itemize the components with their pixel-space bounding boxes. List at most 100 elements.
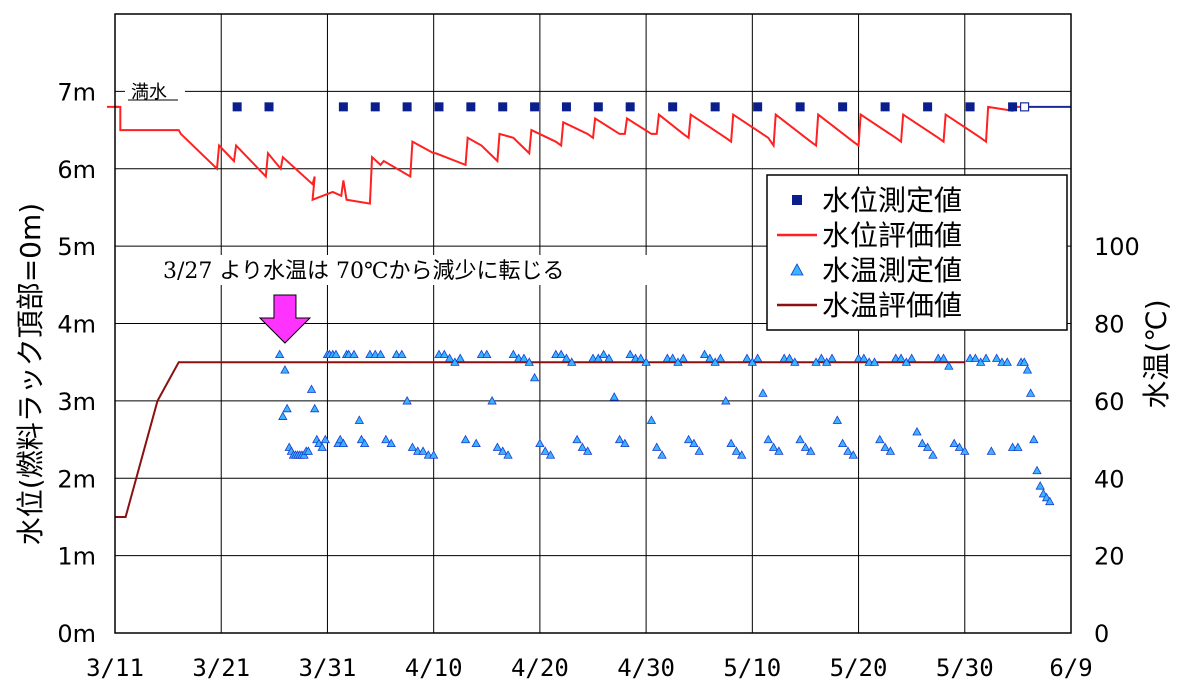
temp-measured-point — [1019, 357, 1029, 366]
temp-measured-point — [354, 415, 364, 424]
level-measured-point — [880, 102, 890, 112]
temp-measured-point — [545, 450, 556, 459]
temp-measured-point — [359, 438, 370, 448]
legend-label: 水位評価値 — [822, 219, 962, 252]
temp-eval-line — [115, 361, 965, 518]
temp-measured-point — [524, 357, 534, 366]
level-measured-point — [710, 102, 720, 112]
x-tick-label: 3/31 — [299, 654, 357, 682]
temp-measured-point — [274, 349, 285, 359]
temp-measured-point — [768, 442, 779, 451]
legend-label: 水温測定値 — [822, 254, 962, 287]
temp-measured-point — [774, 446, 784, 455]
temp-measured-point — [758, 388, 768, 397]
temp-measured-point — [827, 353, 837, 362]
temp-measured-point — [1025, 388, 1036, 397]
temp-measured-point — [752, 353, 763, 362]
temp-measured-point — [726, 438, 736, 448]
level-measured-point — [753, 102, 763, 112]
temp-measured-point — [397, 349, 407, 359]
temp-measured-point — [418, 446, 428, 455]
x-tick-label: 5/10 — [723, 654, 781, 682]
temp-measured-point — [875, 434, 885, 444]
temp-measured-point — [604, 353, 614, 362]
level-measured-point — [498, 102, 508, 112]
temp-measured-point — [657, 450, 667, 459]
temp-measured-point — [954, 442, 965, 451]
temp-measured-point — [492, 442, 503, 451]
level-measured-point — [561, 102, 571, 112]
x-tick-label: 3/21 — [192, 654, 250, 682]
temp-measured-point — [837, 438, 848, 448]
temp-measured-point — [885, 446, 896, 455]
temp-measured-point — [991, 353, 1002, 362]
temp-measured-point — [1013, 442, 1023, 451]
temp-measured-point — [981, 353, 991, 362]
temp-measured-point — [620, 438, 630, 448]
down-arrow-icon — [258, 294, 312, 344]
temp-measured-point — [800, 442, 811, 451]
temp-measured-point — [694, 446, 704, 455]
temp-measured-point — [737, 450, 747, 459]
temp-measured-point — [970, 353, 981, 362]
temp-measured-point — [795, 434, 805, 444]
temperature-note: 3/27 より水温は 70℃から減少に転じる — [150, 255, 660, 285]
y-right-tick-label: 80 — [1094, 311, 1125, 339]
temp-measured-series — [274, 349, 1055, 506]
temp-measured-point — [848, 450, 858, 459]
y-left-tick-label: 3m — [57, 388, 96, 416]
y-right-tick-label: 0 — [1094, 620, 1109, 648]
y-axis-left-title: 水位(燃料ラック頂部=0m) — [14, 203, 47, 545]
temp-measured-point — [338, 438, 349, 448]
temp-measured-point — [1032, 465, 1042, 475]
y-left-tick-label: 6m — [57, 156, 96, 184]
temp-measured-point — [349, 349, 359, 359]
temp-measured-point — [721, 396, 731, 405]
temp-measured-point — [386, 438, 396, 448]
level-measured-point — [838, 102, 848, 112]
temp-measured-point — [917, 438, 927, 448]
temp-measured-point — [949, 438, 959, 448]
level-measured-point — [530, 102, 540, 112]
temp-measured-point — [556, 349, 566, 359]
temp-measured-point — [960, 446, 970, 455]
temp-measured-point — [938, 353, 949, 362]
temp-measured-point — [280, 365, 290, 374]
temp-measured-point — [320, 434, 330, 444]
x-tick-label: 4/20 — [511, 654, 569, 682]
level-measured-point — [338, 102, 348, 112]
temp-eval-series — [115, 361, 965, 518]
legend-marker-triangle — [790, 263, 804, 276]
temp-measured-point — [583, 446, 593, 455]
level-measured-point — [625, 102, 635, 112]
temp-measured-point — [667, 353, 678, 362]
temp-measured-point — [487, 396, 497, 405]
level-measured-point — [795, 102, 805, 112]
temp-measured-point — [816, 353, 827, 362]
temp-measured-point — [832, 415, 842, 424]
legend-item-level_eval: 水位評価値 — [777, 219, 962, 252]
x-tick-label: 4/10 — [405, 654, 463, 682]
y-left-tick-label: 5m — [57, 233, 96, 261]
y-left-tick-label: 2m — [57, 465, 96, 493]
temp-measured-point — [843, 446, 853, 455]
temp-measured-point — [535, 438, 545, 448]
temp-measured-point — [986, 446, 997, 455]
legend-item-level_measured: 水位測定値 — [792, 184, 962, 217]
temp-measured-point — [1035, 481, 1045, 490]
level-measured-point — [593, 102, 603, 112]
temp-measured-point — [636, 353, 646, 362]
temp-measured-point — [503, 450, 513, 459]
temp-measured-point — [455, 353, 465, 362]
temp-measured-point — [306, 384, 317, 393]
temp-measured-point — [906, 353, 917, 362]
y-right-tick-label: 20 — [1094, 543, 1125, 571]
temp-measured-point — [1002, 357, 1012, 366]
x-tick-label: 3/11 — [86, 654, 144, 682]
temp-measured-point — [922, 442, 933, 451]
note-arrow-icon — [258, 294, 312, 344]
temp-measured-point — [731, 446, 742, 455]
temp-measured-point — [310, 403, 320, 413]
temperature-note-text: 3/27 より水温は 70℃から減少に転じる — [163, 259, 565, 284]
